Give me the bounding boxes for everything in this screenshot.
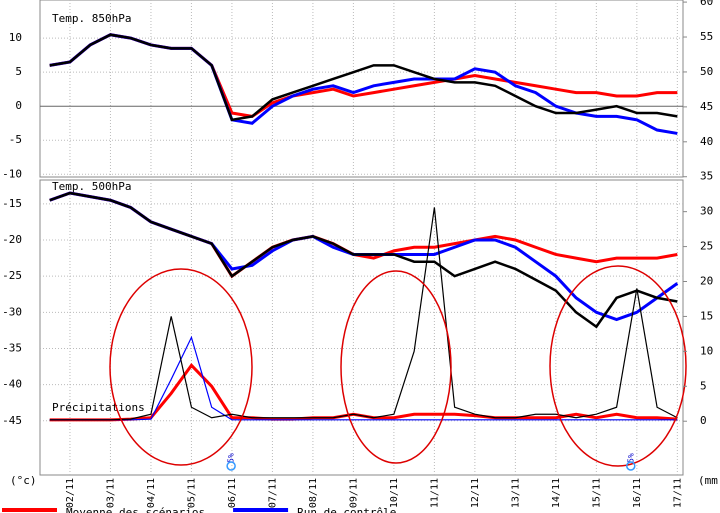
x-tick-label: 12/11 [470, 478, 481, 508]
snow-icon [626, 461, 636, 471]
y2-tick-label: 40 [700, 135, 713, 148]
x-tick-label: 06/11 [227, 478, 238, 508]
annotation: 5% [626, 453, 635, 463]
y-tick-label: -25 [2, 269, 22, 282]
x-tick-label: 10/11 [389, 478, 400, 508]
y-tick-label: -30 [2, 305, 22, 318]
series-line [49, 207, 678, 421]
y-tick-label: 5 [15, 65, 22, 78]
legend-label: Moyenne des scénarios [66, 506, 205, 513]
y2-tick-label: 20 [700, 275, 713, 288]
y-axis-unit: (°c) [10, 474, 37, 487]
panel-500 [39, 179, 684, 476]
panel-title: Temp. 850hPa [52, 12, 131, 25]
x-tick-label: 09/11 [348, 478, 359, 508]
y2-tick-label: 30 [700, 205, 713, 218]
y-tick-label: 10 [9, 31, 22, 44]
y2-tick-label: 15 [700, 309, 713, 322]
y2-tick-label: 0 [700, 414, 707, 427]
highlight-ellipse [109, 268, 253, 466]
x-tick-label: 16/11 [632, 478, 643, 508]
y2-tick-label: 50 [700, 65, 713, 78]
y-tick-label: -45 [2, 414, 22, 427]
y2-tick-label: 55 [700, 30, 713, 43]
y2-tick-label: 35 [700, 170, 713, 183]
grid [40, 0, 683, 475]
x-tick-label: 04/11 [146, 478, 157, 508]
legend-label: Run de contrôle [297, 506, 396, 513]
x-tick-label: 13/11 [510, 478, 521, 508]
annotation: 5% [227, 453, 236, 463]
legend: Moyenne des scénarios Run de contrôle [2, 506, 396, 513]
y2-tick-label: 10 [700, 344, 713, 357]
x-tick-label: 11/11 [429, 478, 440, 508]
marks [49, 33, 679, 422]
y2-tick-label: 5 [700, 379, 707, 392]
y-tick-label: -15 [2, 197, 22, 210]
x-tick-label: 08/11 [308, 478, 319, 508]
y-tick-label: -20 [2, 233, 22, 246]
snow-icon [226, 461, 236, 471]
y2-tick-label: 25 [700, 240, 713, 253]
x-tick-label: 07/11 [267, 478, 278, 508]
x-tick-label: 15/11 [591, 478, 602, 508]
y2-tick-label: 60 [700, 0, 713, 8]
x-tick-label: 03/11 [105, 478, 116, 508]
highlight-ellipse [340, 270, 452, 464]
y-tick-label: 0 [15, 99, 22, 112]
y2-tick-label: 45 [700, 100, 713, 113]
series-line [49, 335, 678, 421]
x-tick-label: 02/11 [65, 478, 76, 508]
y-tick-label: -10 [2, 167, 22, 180]
x-tick-label: 14/11 [551, 478, 562, 508]
x-tick-label: 17/11 [672, 478, 683, 508]
series-line [49, 191, 678, 329]
series-line [49, 33, 678, 122]
panel-title: Précipitations [52, 401, 145, 414]
y-tick-label: -5 [9, 133, 22, 146]
y-tick-label: -35 [2, 341, 22, 354]
highlight-ellipse [549, 265, 687, 467]
y2-axis-unit: (mm [698, 474, 718, 487]
x-tick-label: 05/11 [186, 478, 197, 508]
y-tick-label: -40 [2, 378, 22, 391]
panel-title: Temp. 500hPa [52, 180, 131, 193]
